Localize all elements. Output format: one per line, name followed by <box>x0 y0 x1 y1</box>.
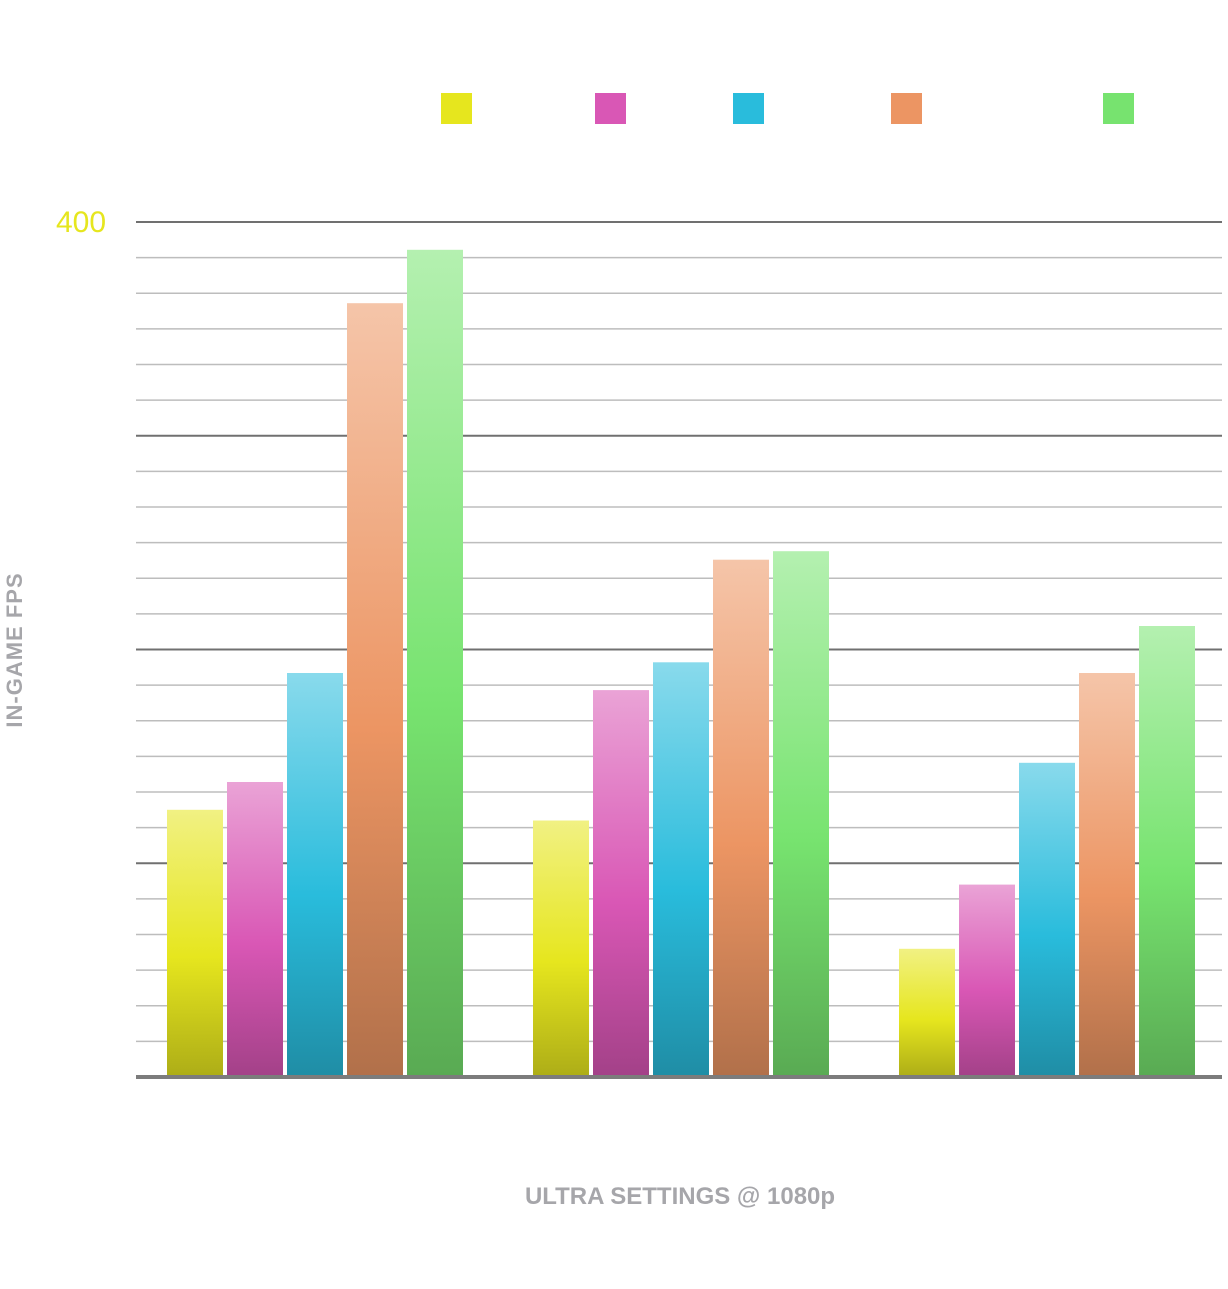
bar <box>653 662 709 1077</box>
y-tick-label: 400 <box>56 206 106 239</box>
legend-swatch <box>1103 93 1134 124</box>
bar <box>959 884 1015 1077</box>
legend-swatch <box>595 93 626 124</box>
legend <box>441 93 1134 124</box>
bar <box>1079 673 1135 1077</box>
bar <box>407 249 463 1078</box>
bar <box>533 820 589 1077</box>
bar <box>899 948 955 1078</box>
bar <box>1139 626 1195 1077</box>
bar <box>227 782 283 1077</box>
legend-swatch <box>891 93 922 124</box>
bars <box>136 249 1222 1079</box>
legend-swatch <box>441 93 472 124</box>
bar <box>773 551 829 1077</box>
labels: IN-GAME FPS ULTRA SETTINGS @ 1080p 400 <box>2 206 835 1210</box>
bar <box>287 673 343 1077</box>
bar <box>167 809 223 1077</box>
legend-swatch <box>733 93 764 124</box>
bar <box>1019 762 1075 1077</box>
bar <box>347 303 403 1077</box>
bar <box>713 559 769 1077</box>
bar <box>593 690 649 1077</box>
y-axis-title: IN-GAME FPS <box>2 572 27 727</box>
x-axis-title: ULTRA SETTINGS @ 1080p <box>525 1183 835 1210</box>
